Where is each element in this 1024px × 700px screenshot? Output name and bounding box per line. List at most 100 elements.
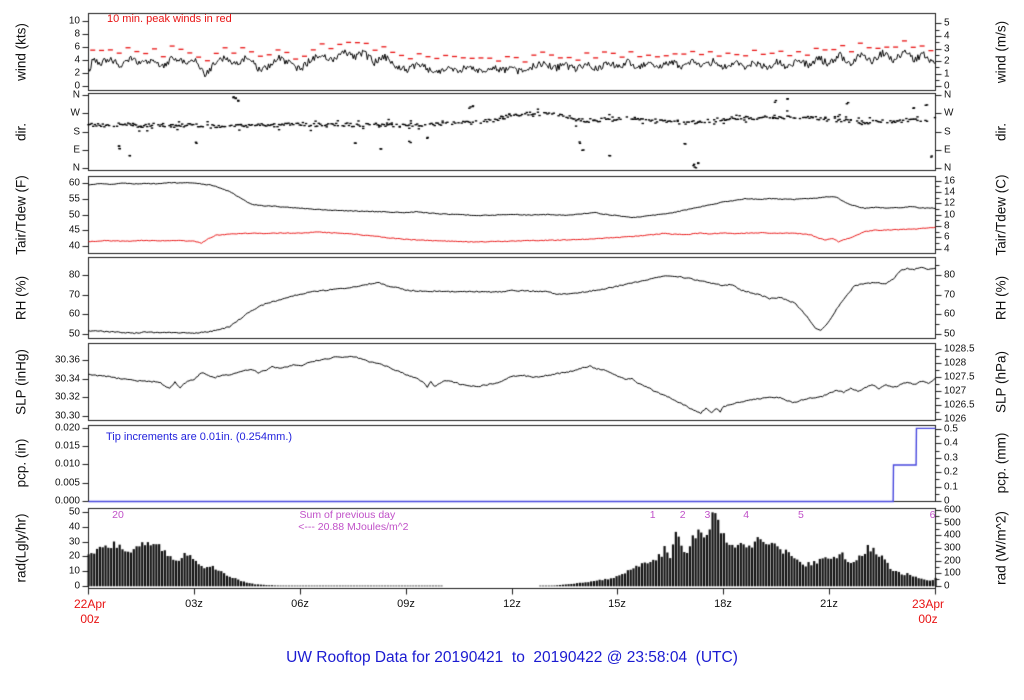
dir-right-tick-label: N: [944, 162, 952, 174]
rad-right-tick-label: 500: [944, 517, 961, 529]
slp-right-axis-label: SLP (hPa): [993, 350, 1009, 413]
pcp-annotation: Tip increments are 0.01in. (0.254mm.): [106, 431, 293, 443]
rh-right-tick-label: 80: [944, 269, 956, 281]
rad-right-tick-label: 200: [944, 555, 961, 567]
slp-left-tick-label: 30.34: [54, 373, 80, 385]
x-axis-label-15z: 15z: [608, 598, 626, 610]
pcp-left-tick-label: 0.020: [54, 422, 80, 434]
slp-right-tick-label: 1027.5: [944, 371, 975, 383]
rad-right-tick-label: 600: [944, 504, 961, 516]
rad-cumulative-label: 1: [649, 509, 656, 521]
rh-right-tick-label: 50: [944, 328, 956, 340]
pcp-right-tick-label: 0.3: [944, 452, 958, 464]
pcp-right-tick-label: 0.4: [944, 437, 958, 449]
rad-cumulative-label: 3: [704, 509, 711, 521]
wind-right-tick-label: 5: [944, 17, 950, 29]
rh-right-tick-label: 70: [944, 289, 956, 301]
wind-left-tick-label: 4: [74, 54, 80, 66]
x-axis-label-18z: 18z: [714, 598, 732, 610]
wind-right-tick-label: 3: [944, 43, 950, 55]
rh-right-axis-label: RH (%): [993, 275, 1009, 320]
tair-left-axis-label: Tair/Tdew (F): [13, 174, 29, 255]
x-axis-label-12z: 12z: [503, 598, 521, 610]
pcp-left-tick-label: 0.000: [54, 495, 80, 507]
tair-right-tick-label: 16: [944, 175, 956, 187]
slp-right-tick-label: 1026: [944, 413, 967, 425]
wind-left-tick-label: 0: [74, 80, 80, 92]
rh-right-tick-label: 60: [944, 308, 956, 320]
tair-right-axis-label: Tair/Tdew (C): [993, 173, 1009, 256]
pcp-left-tick-label: 0.005: [54, 477, 80, 489]
tair-right-tick-label: 8: [944, 220, 950, 232]
x-axis-label-03z: 03z: [185, 598, 203, 610]
rad-left-axis-label: rad(Lgly/hr): [13, 513, 29, 583]
tair-left-tick-label: 55: [68, 193, 80, 205]
rad-cumulative-label: 2: [679, 509, 686, 521]
rad-left-tick-label: 20: [68, 550, 80, 562]
rh-left-tick-label: 60: [68, 308, 80, 320]
dir-right-axis-label: dir.: [993, 122, 1009, 141]
rad-sum-note-line2: <--- 20.88 MJoules/m^2: [298, 521, 409, 533]
rh-left-axis-label: RH (%): [13, 275, 29, 320]
dir-left-tick-label: N: [72, 162, 80, 174]
rad-sum-note-line1: Sum of previous day: [299, 509, 396, 521]
x-axis-label-23Apr00z: 23Apr 00z: [911, 597, 945, 626]
slp-right-tick-label: 1027: [944, 385, 967, 397]
slp-left-tick-label: 30.32: [54, 391, 80, 403]
pcp-left-axis-label: pcp. (in): [13, 438, 29, 488]
rad-left-tick-label: 0: [74, 580, 80, 592]
pcp-right-tick-label: 0.1: [944, 481, 958, 493]
pcp-right-tick-label: 0.5: [944, 423, 958, 435]
dir-left-tick-label: N: [72, 89, 80, 101]
slp-right-tick-label: 1028: [944, 357, 967, 369]
dir-left-tick-label: W: [70, 107, 80, 119]
rh-left-tick-label: 70: [68, 289, 80, 301]
tair-left-tick-label: 60: [68, 177, 80, 189]
slp-left-tick-label: 30.30: [54, 410, 80, 422]
wind-left-tick-label: 8: [74, 28, 80, 40]
rad-right-tick-label: 300: [944, 542, 961, 554]
rad-cumulative-label: 4: [743, 509, 750, 521]
dir-left-tick-label: S: [73, 126, 80, 138]
rad-left-tick-label: 50: [68, 506, 80, 518]
wind-left-tick-label: 6: [74, 41, 80, 53]
pcp-right-tick-label: 0.2: [944, 466, 958, 478]
wind-right-tick-label: 1: [944, 68, 950, 80]
pcp-left-tick-label: 0.015: [54, 440, 80, 452]
x-axis-label-22Apr00z: 22Apr 00z: [73, 597, 107, 626]
wind-right-axis-label: wind (m/s): [993, 20, 1009, 83]
dir-right-tick-label: S: [944, 126, 951, 138]
dir-left-axis-label: dir.: [13, 122, 29, 141]
rad-cumulative-label: 20: [112, 509, 124, 521]
wind-left-axis-label: wind (kts): [13, 22, 29, 81]
pcp-left-tick-label: 0.010: [54, 458, 80, 470]
slp-right-tick-label: 1026.5: [944, 399, 975, 411]
rad-right-tick-label: 100: [944, 567, 961, 579]
rad-right-axis-label: rad (W/m^2): [993, 511, 1009, 585]
tair-left-tick-label: 50: [68, 209, 80, 221]
tair-right-tick-label: 12: [944, 197, 956, 209]
rad-left-tick-label: 30: [68, 536, 80, 548]
slp-right-tick-label: 1028.5: [944, 343, 975, 355]
dir-right-tick-label: N: [944, 89, 952, 101]
tair-right-tick-label: 10: [944, 209, 956, 221]
x-axis-label-21z: 21z: [820, 598, 838, 610]
pcp-right-axis-label: pcp. (mm): [993, 432, 1009, 494]
chart-title: UW Rooftop Data for 20190421 to 20190422…: [286, 649, 738, 666]
x-axis-label-09z: 09z: [397, 598, 415, 610]
dir-right-tick-label: E: [944, 144, 951, 156]
rad-left-tick-label: 40: [68, 521, 80, 533]
rad-left-tick-label: 10: [68, 565, 80, 577]
x-axis-label-06z: 06z: [291, 598, 309, 610]
wind-right-tick-label: 2: [944, 55, 950, 67]
dir-right-tick-label: W: [944, 107, 954, 119]
pcp-right-tick-label: 0: [944, 495, 950, 507]
tair-right-tick-label: 6: [944, 231, 950, 243]
rad-right-tick-label: 0: [944, 580, 950, 592]
rad-cumulative-label: 6: [929, 509, 936, 521]
wind-left-tick-label: 10: [68, 15, 80, 27]
slp-left-tick-label: 30.36: [54, 354, 80, 366]
wind-left-tick-label: 2: [74, 67, 80, 79]
